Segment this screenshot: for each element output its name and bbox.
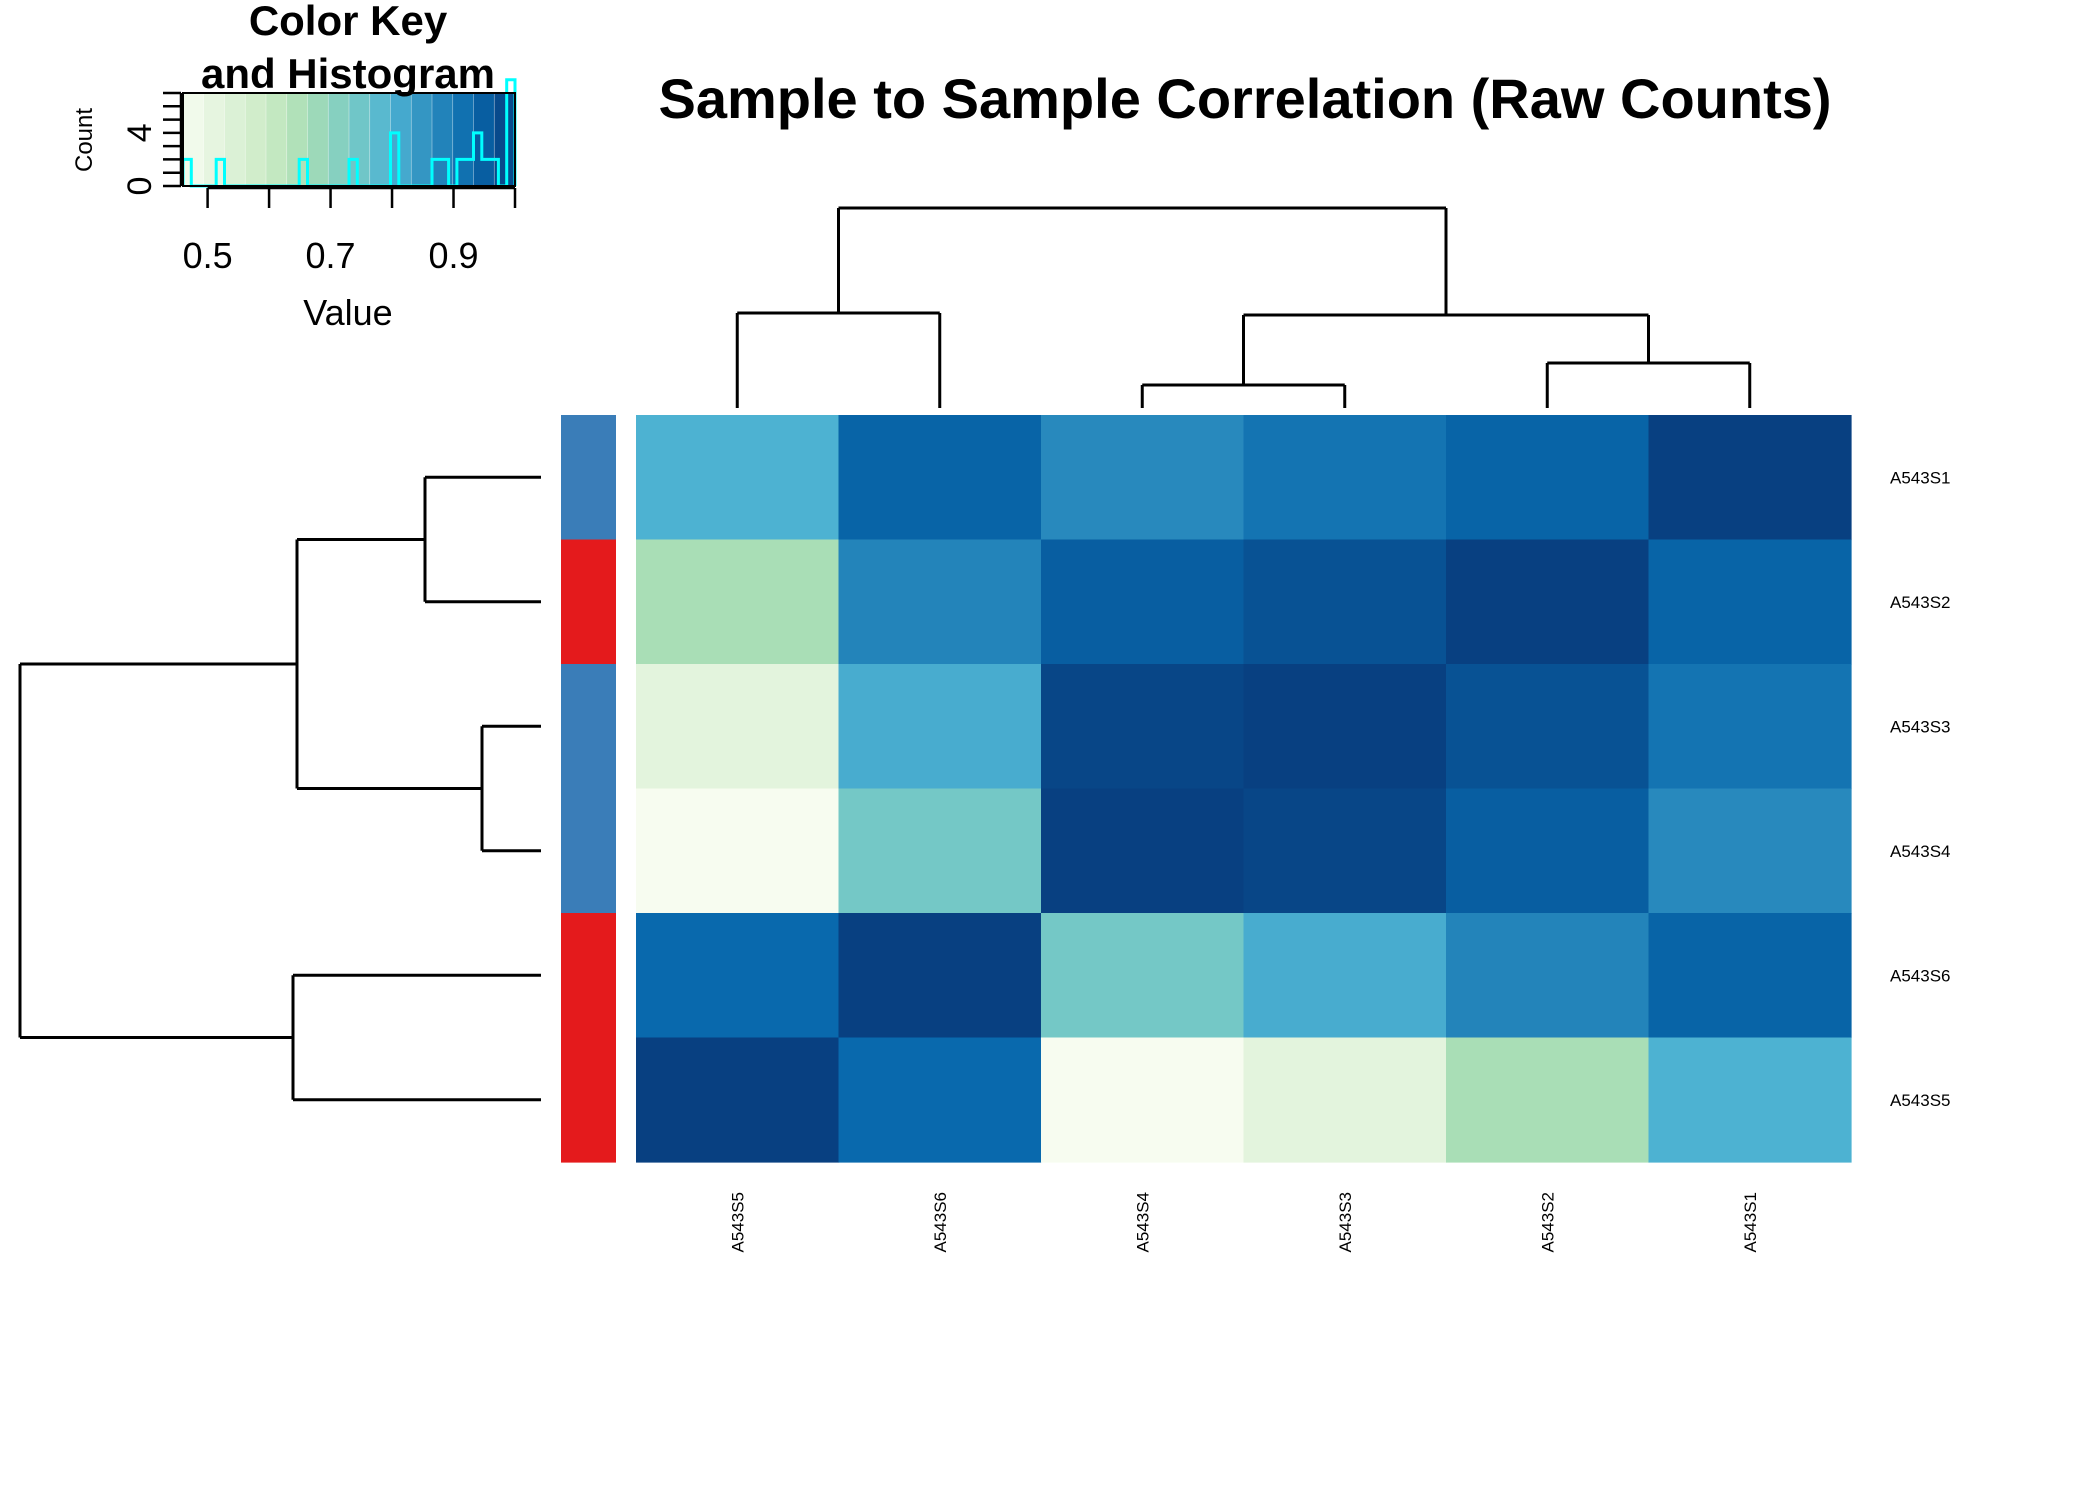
- row-side-color-3: [561, 788, 616, 914]
- row-label-1: A543S2: [1890, 593, 1951, 612]
- heatmap-cell-1-4: [1446, 539, 1650, 665]
- color-key: Color Key 0 4 0.5 0.7 0.9 and Histogram Valu…: [71, 0, 517, 333]
- heatmap-cell-0-5: [1648, 415, 1852, 541]
- column-label-0: A543S5: [728, 1192, 747, 1253]
- heatmap-cell-1-5: [1648, 539, 1852, 665]
- column-label-3: A543S3: [1336, 1192, 1355, 1253]
- row-label-3: A543S4: [1890, 842, 1951, 861]
- color-key-xlabel: Value: [303, 292, 392, 333]
- heatmap-cell-2-3: [1243, 664, 1447, 790]
- color-key-x-tick-label-2: 0.9: [428, 235, 478, 276]
- row-side-colors: [561, 415, 616, 1163]
- heatmap-cell-4-0: [636, 913, 840, 1039]
- heatmap-cell-5-2: [1041, 1037, 1245, 1163]
- heatmap-cells: [636, 415, 1852, 1163]
- heatmap-cell-2-0: [636, 664, 840, 790]
- column-label-1: A543S6: [931, 1192, 950, 1253]
- heatmap-cell-3-3: [1243, 788, 1447, 914]
- heatmap-cell-1-2: [1041, 539, 1245, 665]
- row-side-color-4: [561, 913, 616, 1039]
- color-key-band-8: [348, 92, 371, 187]
- row-side-color-0: [561, 415, 616, 541]
- heatmap-cell-5-4: [1446, 1037, 1650, 1163]
- chart-title: Sample to Sample Correlation (Raw Counts…: [658, 67, 1831, 130]
- column-labels: A543S5 A543S6 A543S4 A543S3 A543S2 A543S1: [728, 1192, 1760, 1253]
- color-key-band-3: [244, 92, 267, 187]
- color-key-ylabel: Count: [71, 108, 98, 172]
- heatmap-cell-0-0: [636, 415, 840, 541]
- heatmap-cell-0-4: [1446, 415, 1650, 541]
- color-key-title-line2: and Histogram: [201, 50, 495, 97]
- heatmap-cell-0-2: [1041, 415, 1245, 541]
- heatmap-cell-4-4: [1446, 913, 1650, 1039]
- row-label-2: A543S3: [1890, 717, 1951, 736]
- color-key-body: 0 4 0.5 0.7 0.9: [121, 78, 517, 276]
- row-dendrogram: [18, 475, 541, 1102]
- heatmap-cell-4-2: [1041, 913, 1245, 1039]
- heatmap-cell-3-5: [1648, 788, 1852, 914]
- heatmap-cell-2-1: [838, 664, 1042, 790]
- row-label-0: A543S1: [1890, 468, 1951, 487]
- color-key-band-5: [286, 92, 309, 187]
- heatmap-cell-3-2: [1041, 788, 1245, 914]
- color-key-band-11: [410, 92, 433, 187]
- heatmap-cell-3-1: [838, 788, 1042, 914]
- row-side-color-2: [561, 664, 616, 790]
- heatmap-cell-4-1: [838, 913, 1042, 1039]
- heatmap-cell-4-3: [1243, 913, 1447, 1039]
- heatmap-cell-0-1: [838, 415, 1042, 541]
- row-label-4: A543S6: [1890, 966, 1951, 985]
- row-label-5: A543S5: [1890, 1091, 1951, 1110]
- color-key-band-6: [307, 92, 329, 187]
- heatmap-cell-2-5: [1648, 664, 1852, 790]
- heatmap-cell-1-0: [636, 539, 840, 665]
- heatmap-cell-5-3: [1243, 1037, 1447, 1163]
- color-key-band-1: [203, 92, 226, 187]
- heatmap-cell-2-2: [1041, 664, 1245, 790]
- heatmap-cell-3-0: [636, 788, 840, 914]
- color-key-band-4: [265, 92, 288, 187]
- color-key-x-tick-label-0: 0.5: [183, 235, 233, 276]
- color-key-y-tick-label-1: 4: [121, 123, 159, 142]
- row-side-color-5: [561, 1037, 616, 1163]
- heatmap-cell-2-4: [1446, 664, 1650, 790]
- color-key-band-10: [390, 92, 412, 187]
- column-dendrogram: [735, 206, 1752, 408]
- color-key-frame: [182, 92, 516, 187]
- color-key-band-2: [224, 92, 246, 187]
- column-label-4: A543S2: [1538, 1192, 1557, 1253]
- heatmap-cell-0-3: [1243, 415, 1447, 541]
- row-side-color-1: [561, 539, 616, 665]
- row-labels: A543S1 A543S2 A543S3 A543S4 A543S6 A543S5: [1890, 468, 1951, 1110]
- column-label-2: A543S4: [1133, 1192, 1152, 1253]
- heatmap-cell-4-5: [1648, 913, 1852, 1039]
- column-label-5: A543S1: [1741, 1192, 1760, 1253]
- heatmap-cell-5-1: [838, 1037, 1042, 1163]
- heatmap-cell-1-3: [1243, 539, 1447, 665]
- heatmap-cell-1-1: [838, 539, 1042, 665]
- color-key-x-tick-label-1: 0.7: [306, 235, 356, 276]
- heatmap-cell-5-0: [636, 1037, 840, 1163]
- color-key-band-0: [182, 92, 205, 187]
- color-key-band-9: [369, 92, 392, 187]
- heatmap-cell-3-4: [1446, 788, 1650, 914]
- color-key-band-7: [327, 92, 350, 187]
- color-key-title-line1: Color Key: [249, 0, 448, 44]
- color-key-band-14: [473, 92, 495, 187]
- heatmap-cell-5-5: [1648, 1037, 1852, 1163]
- color-key-y-tick-label-0: 0: [121, 177, 159, 196]
